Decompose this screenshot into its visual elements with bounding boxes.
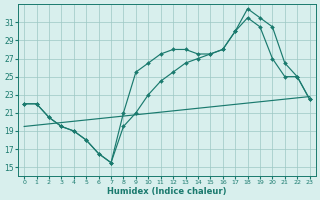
- X-axis label: Humidex (Indice chaleur): Humidex (Indice chaleur): [107, 187, 227, 196]
